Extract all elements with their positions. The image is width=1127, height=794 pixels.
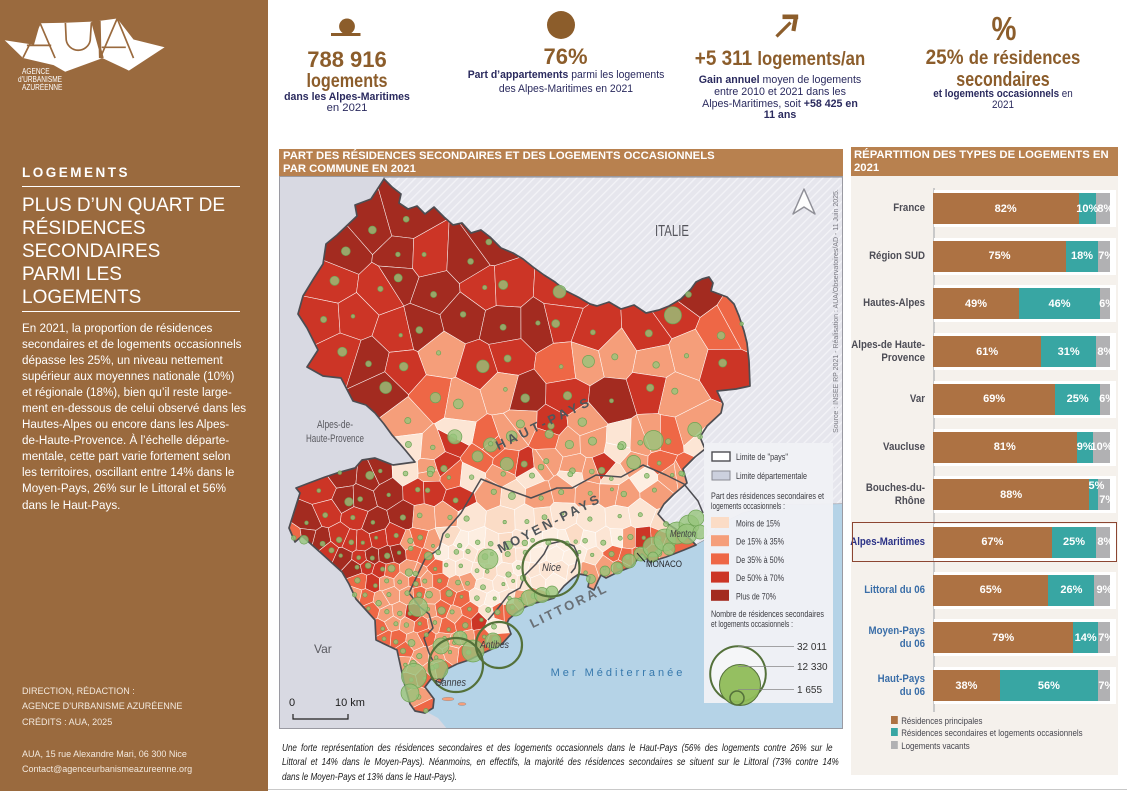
svg-text:Part des résidences secondaire: Part des résidences secondaires et bbox=[711, 491, 824, 502]
svg-text:Plus de 70%: Plus de 70% bbox=[736, 591, 776, 602]
svg-text:0: 0 bbox=[289, 697, 295, 709]
svg-text:Limite départementale: Limite départementale bbox=[736, 471, 807, 482]
svg-text:Alpes-de-: Alpes-de- bbox=[317, 419, 353, 431]
svg-text:De 15% à 35%: De 15% à 35% bbox=[736, 537, 784, 548]
svg-text:Nombre de résidences secondair: Nombre de résidences secondaires bbox=[711, 609, 824, 620]
svg-text:12 330: 12 330 bbox=[797, 662, 828, 673]
svg-text:Moins de 15%: Moins de 15% bbox=[736, 519, 780, 530]
svg-text:1 655: 1 655 bbox=[797, 685, 822, 696]
svg-text:Menton: Menton bbox=[670, 529, 696, 540]
svg-text:logements occasionnels :: logements occasionnels : bbox=[711, 501, 785, 512]
svg-text:MONACO: MONACO bbox=[646, 559, 682, 570]
svg-text:Cannes: Cannes bbox=[435, 677, 466, 689]
svg-text:Antibes: Antibes bbox=[479, 640, 509, 651]
svg-text:De 35% à 50%: De 35% à 50% bbox=[736, 555, 784, 566]
svg-text:Limite de "pays": Limite de "pays" bbox=[736, 452, 788, 463]
svg-text:Haute-Provence: Haute-Provence bbox=[306, 433, 364, 445]
svg-text:10 km: 10 km bbox=[335, 697, 365, 709]
svg-text:Var: Var bbox=[314, 642, 332, 656]
svg-text:Source : INSEE RP 2021 - Réali: Source : INSEE RP 2021 - Réalisation : A… bbox=[833, 189, 840, 433]
svg-text:32 011: 32 011 bbox=[797, 642, 827, 653]
svg-text:et logements occasionnels :: et logements occasionnels : bbox=[711, 619, 793, 630]
svg-text:ITALIE: ITALIE bbox=[655, 223, 689, 240]
svg-text:Nice: Nice bbox=[542, 562, 561, 574]
svg-text:De 50% à 70%: De 50% à 70% bbox=[736, 573, 784, 584]
svg-text:Mer Méditerranée: Mer Méditerranée bbox=[551, 667, 686, 679]
